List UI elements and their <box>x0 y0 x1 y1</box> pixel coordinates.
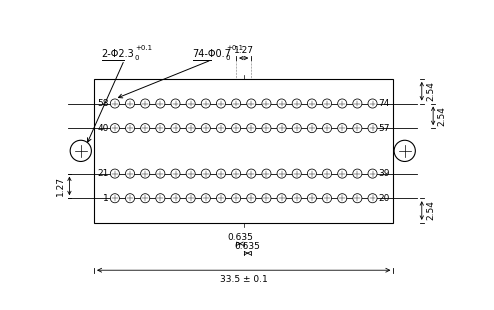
Circle shape <box>110 124 120 133</box>
Text: +0.1: +0.1 <box>135 45 152 51</box>
Text: 0.635: 0.635 <box>235 242 260 251</box>
Circle shape <box>353 194 362 203</box>
Circle shape <box>186 124 195 133</box>
Circle shape <box>277 169 286 178</box>
Text: 2.54: 2.54 <box>438 106 447 126</box>
Circle shape <box>323 99 331 108</box>
Circle shape <box>125 169 134 178</box>
Text: 74-Φ0.7: 74-Φ0.7 <box>193 49 231 59</box>
Circle shape <box>262 124 271 133</box>
Circle shape <box>232 169 241 178</box>
Text: 40: 40 <box>98 124 109 133</box>
Circle shape <box>171 194 180 203</box>
Text: 33.5 ± 0.1: 33.5 ± 0.1 <box>220 275 268 284</box>
Circle shape <box>368 124 377 133</box>
Circle shape <box>292 99 301 108</box>
Circle shape <box>125 194 134 203</box>
Circle shape <box>171 124 180 133</box>
Circle shape <box>247 124 256 133</box>
Text: 0.635: 0.635 <box>227 233 253 242</box>
Circle shape <box>171 99 180 108</box>
Circle shape <box>141 99 150 108</box>
Circle shape <box>292 124 301 133</box>
Circle shape <box>368 194 377 203</box>
Circle shape <box>323 124 331 133</box>
Circle shape <box>277 194 286 203</box>
Circle shape <box>110 99 120 108</box>
Circle shape <box>277 124 286 133</box>
Circle shape <box>201 169 210 178</box>
Circle shape <box>70 140 91 162</box>
Circle shape <box>247 169 256 178</box>
Text: 57: 57 <box>378 124 390 133</box>
Text: 0: 0 <box>226 55 230 61</box>
Circle shape <box>353 124 362 133</box>
Circle shape <box>323 169 331 178</box>
Circle shape <box>201 124 210 133</box>
Circle shape <box>307 99 317 108</box>
Circle shape <box>186 194 195 203</box>
Circle shape <box>247 99 256 108</box>
Circle shape <box>292 194 301 203</box>
Circle shape <box>216 169 226 178</box>
Circle shape <box>125 124 134 133</box>
Circle shape <box>232 194 241 203</box>
Circle shape <box>338 124 347 133</box>
Circle shape <box>368 99 377 108</box>
Text: 1.27: 1.27 <box>234 46 254 55</box>
Circle shape <box>353 99 362 108</box>
Text: 58: 58 <box>98 99 109 108</box>
Circle shape <box>141 169 150 178</box>
Circle shape <box>186 169 195 178</box>
Circle shape <box>232 99 241 108</box>
Text: 0: 0 <box>135 55 139 61</box>
Circle shape <box>353 169 362 178</box>
Circle shape <box>201 194 210 203</box>
Circle shape <box>394 140 415 162</box>
Text: 20: 20 <box>378 194 390 203</box>
Circle shape <box>156 99 165 108</box>
Circle shape <box>247 194 256 203</box>
Circle shape <box>110 194 120 203</box>
Circle shape <box>141 194 150 203</box>
Circle shape <box>125 99 134 108</box>
Circle shape <box>338 99 347 108</box>
Circle shape <box>186 99 195 108</box>
Circle shape <box>216 99 226 108</box>
Circle shape <box>338 194 347 203</box>
Circle shape <box>338 169 347 178</box>
Circle shape <box>307 124 317 133</box>
Circle shape <box>307 169 317 178</box>
Text: 1: 1 <box>103 194 109 203</box>
Circle shape <box>262 99 271 108</box>
Text: 2-Φ2.3: 2-Φ2.3 <box>102 49 134 59</box>
Text: 2.54: 2.54 <box>426 201 435 220</box>
Text: 21: 21 <box>98 169 109 178</box>
Circle shape <box>156 169 165 178</box>
Circle shape <box>110 169 120 178</box>
Circle shape <box>216 124 226 133</box>
Text: 39: 39 <box>378 169 390 178</box>
Circle shape <box>171 169 180 178</box>
Circle shape <box>307 194 317 203</box>
Text: 74: 74 <box>378 99 390 108</box>
Circle shape <box>323 194 331 203</box>
Circle shape <box>232 124 241 133</box>
Circle shape <box>262 169 271 178</box>
Circle shape <box>156 124 165 133</box>
Circle shape <box>201 99 210 108</box>
Text: 2.54: 2.54 <box>426 81 435 101</box>
Text: +0.1: +0.1 <box>226 45 243 51</box>
Circle shape <box>277 99 286 108</box>
Circle shape <box>368 169 377 178</box>
Circle shape <box>141 124 150 133</box>
Circle shape <box>292 169 301 178</box>
Circle shape <box>156 194 165 203</box>
Circle shape <box>216 194 226 203</box>
Circle shape <box>262 194 271 203</box>
Bar <box>94 79 393 223</box>
Text: 1.27: 1.27 <box>56 176 65 196</box>
